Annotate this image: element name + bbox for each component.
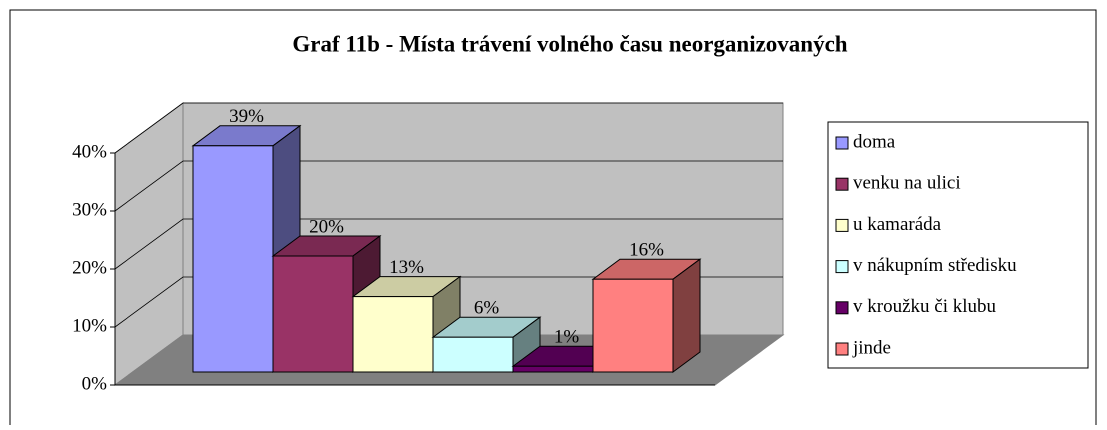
value-label: 20%	[309, 216, 344, 237]
legend-swatch	[835, 342, 849, 356]
legend	[827, 121, 1089, 369]
chart-title: Graf 11b - Místa trávení volného času ne…	[292, 31, 847, 56]
grid-line	[114, 102, 783, 154]
bar	[272, 255, 354, 373]
y-tick-label: 10%	[72, 315, 107, 336]
legend-label: v nákupním středisku	[853, 255, 1017, 276]
legend-swatch	[835, 177, 849, 191]
value-label: 1%	[554, 327, 580, 348]
legend-swatch	[835, 136, 849, 150]
grid-line	[114, 276, 783, 328]
chart-frame	[9, 9, 1097, 425]
bar	[432, 336, 514, 373]
value-label: 39%	[229, 106, 264, 127]
bar	[192, 145, 274, 373]
value-label: 16%	[629, 240, 664, 261]
bar	[592, 278, 674, 373]
y-tick-label: 20%	[72, 257, 107, 278]
bar-side	[672, 258, 701, 373]
legend-label: v kroužku či klubu	[853, 296, 997, 317]
legend-swatch	[835, 301, 849, 315]
bar	[352, 296, 434, 373]
y-tick-label: 30%	[72, 199, 107, 220]
legend-label: venku na ulici	[853, 173, 961, 194]
legend-swatch	[835, 260, 849, 274]
value-label: 13%	[389, 257, 424, 278]
legend-label: jinde	[852, 337, 891, 358]
value-label: 6%	[474, 298, 500, 319]
grid-line	[114, 160, 783, 212]
legend-label: doma	[853, 131, 896, 152]
grid-line	[114, 218, 783, 270]
bar	[512, 365, 594, 373]
y-tick-label: 0%	[82, 373, 108, 394]
legend-swatch	[835, 218, 849, 232]
y-tick-label: 40%	[72, 141, 107, 162]
legend-label: u kamaráda	[853, 214, 942, 235]
